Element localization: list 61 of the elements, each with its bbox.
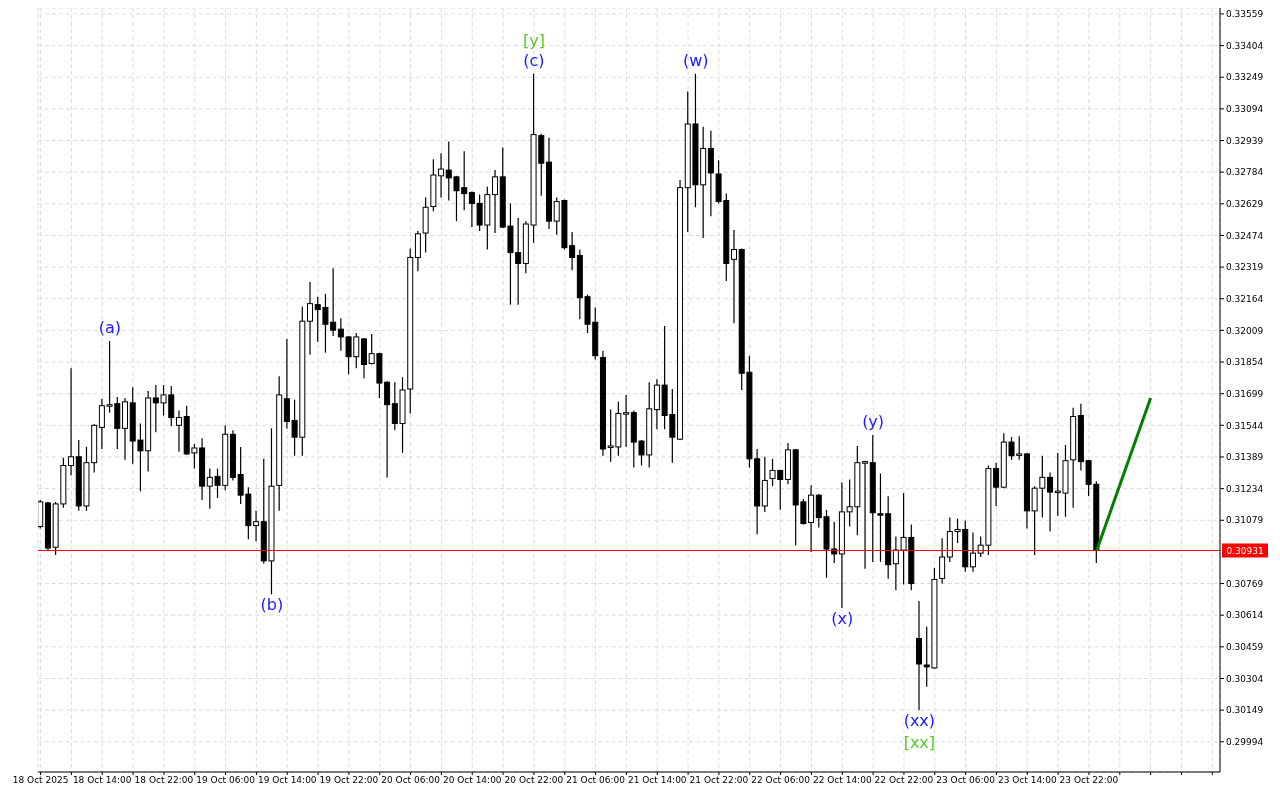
y-tick-label: 0.29994	[1226, 736, 1264, 747]
x-tick-label: 23 Oct 22:00	[1059, 775, 1119, 786]
candlestick	[1047, 471, 1054, 533]
x-tick-label: 22 Oct 06:00	[751, 775, 811, 786]
y-tick-label: 0.33094	[1226, 104, 1264, 115]
x-tick-label: 18 Oct 2025	[12, 775, 69, 786]
candlestick	[307, 281, 314, 356]
x-tick-label: 18 Oct 14:00	[72, 775, 132, 786]
y-tick-label: 0.31854	[1226, 357, 1264, 368]
candlestick	[68, 367, 75, 477]
annotation: [xx]	[903, 733, 936, 753]
x-tick-label: 19 Oct 22:00	[319, 775, 379, 786]
y-tick-label: 0.32164	[1226, 293, 1264, 304]
candlestick	[731, 229, 737, 324]
x-tick-label: 20 Oct 14:00	[442, 775, 502, 786]
candlestick	[492, 169, 499, 234]
x-tick-label: 19 Oct 06:00	[196, 775, 256, 786]
x-tick-label: 20 Oct 22:00	[504, 775, 564, 786]
ref-line-label: 0.30931	[1226, 546, 1264, 557]
x-tick-label: 22 Oct 14:00	[812, 775, 872, 786]
y-tick-label: 0.30614	[1226, 610, 1264, 621]
y-tick-label: 0.32319	[1226, 262, 1264, 273]
annotation: (xx)	[903, 711, 936, 731]
annotation: (y)	[862, 412, 885, 432]
annotation: (a)	[98, 318, 122, 337]
annotation: (b)	[260, 595, 284, 615]
y-tick-label: 0.32629	[1226, 198, 1264, 209]
y-tick-label: 0.30769	[1226, 578, 1264, 589]
annotation: (c)	[523, 50, 545, 70]
y-tick-label: 0.30149	[1226, 705, 1264, 716]
y-tick-label: 0.31699	[1226, 388, 1264, 399]
x-tick-label: 18 Oct 22:00	[134, 775, 194, 786]
x-tick-label: 23 Oct 06:00	[936, 775, 996, 786]
y-tick-label: 0.31389	[1226, 452, 1264, 463]
y-tick-label: 0.32939	[1226, 135, 1264, 146]
x-tick-label: 21 Oct 06:00	[566, 775, 626, 786]
candlestick	[862, 460, 869, 570]
x-tick-label: 19 Oct 14:00	[257, 775, 317, 786]
x-tick-label: 20 Oct 06:00	[381, 775, 441, 786]
candlestick	[939, 537, 946, 585]
y-tick-label: 0.33559	[1226, 9, 1264, 20]
y-tick-label: 0.33404	[1226, 40, 1264, 51]
x-tick-label: 23 Oct 14:00	[997, 775, 1057, 786]
y-tick-label: 0.32784	[1226, 167, 1264, 178]
x-tick-label: 22 Oct 22:00	[874, 775, 934, 786]
y-tick-label: 0.31544	[1226, 420, 1264, 431]
candlestick	[969, 531, 976, 573]
candlestick	[175, 410, 182, 453]
y-tick-label: 0.32009	[1226, 325, 1264, 336]
annotation: (w)	[683, 50, 709, 70]
candlestick	[414, 230, 421, 272]
annotation: [y]	[522, 30, 545, 50]
y-tick-label: 0.33249	[1226, 72, 1264, 83]
y-tick-label: 0.32474	[1226, 230, 1264, 241]
x-tick-label: 21 Oct 14:00	[627, 775, 687, 786]
y-tick-label: 0.31234	[1226, 483, 1264, 494]
x-tick-label: 21 Oct 22:00	[689, 775, 749, 786]
y-tick-label: 0.30304	[1226, 673, 1264, 684]
annotation: (x)	[831, 609, 854, 629]
y-tick-label: 0.30459	[1226, 642, 1264, 653]
y-tick-label: 0.31079	[1226, 515, 1264, 526]
